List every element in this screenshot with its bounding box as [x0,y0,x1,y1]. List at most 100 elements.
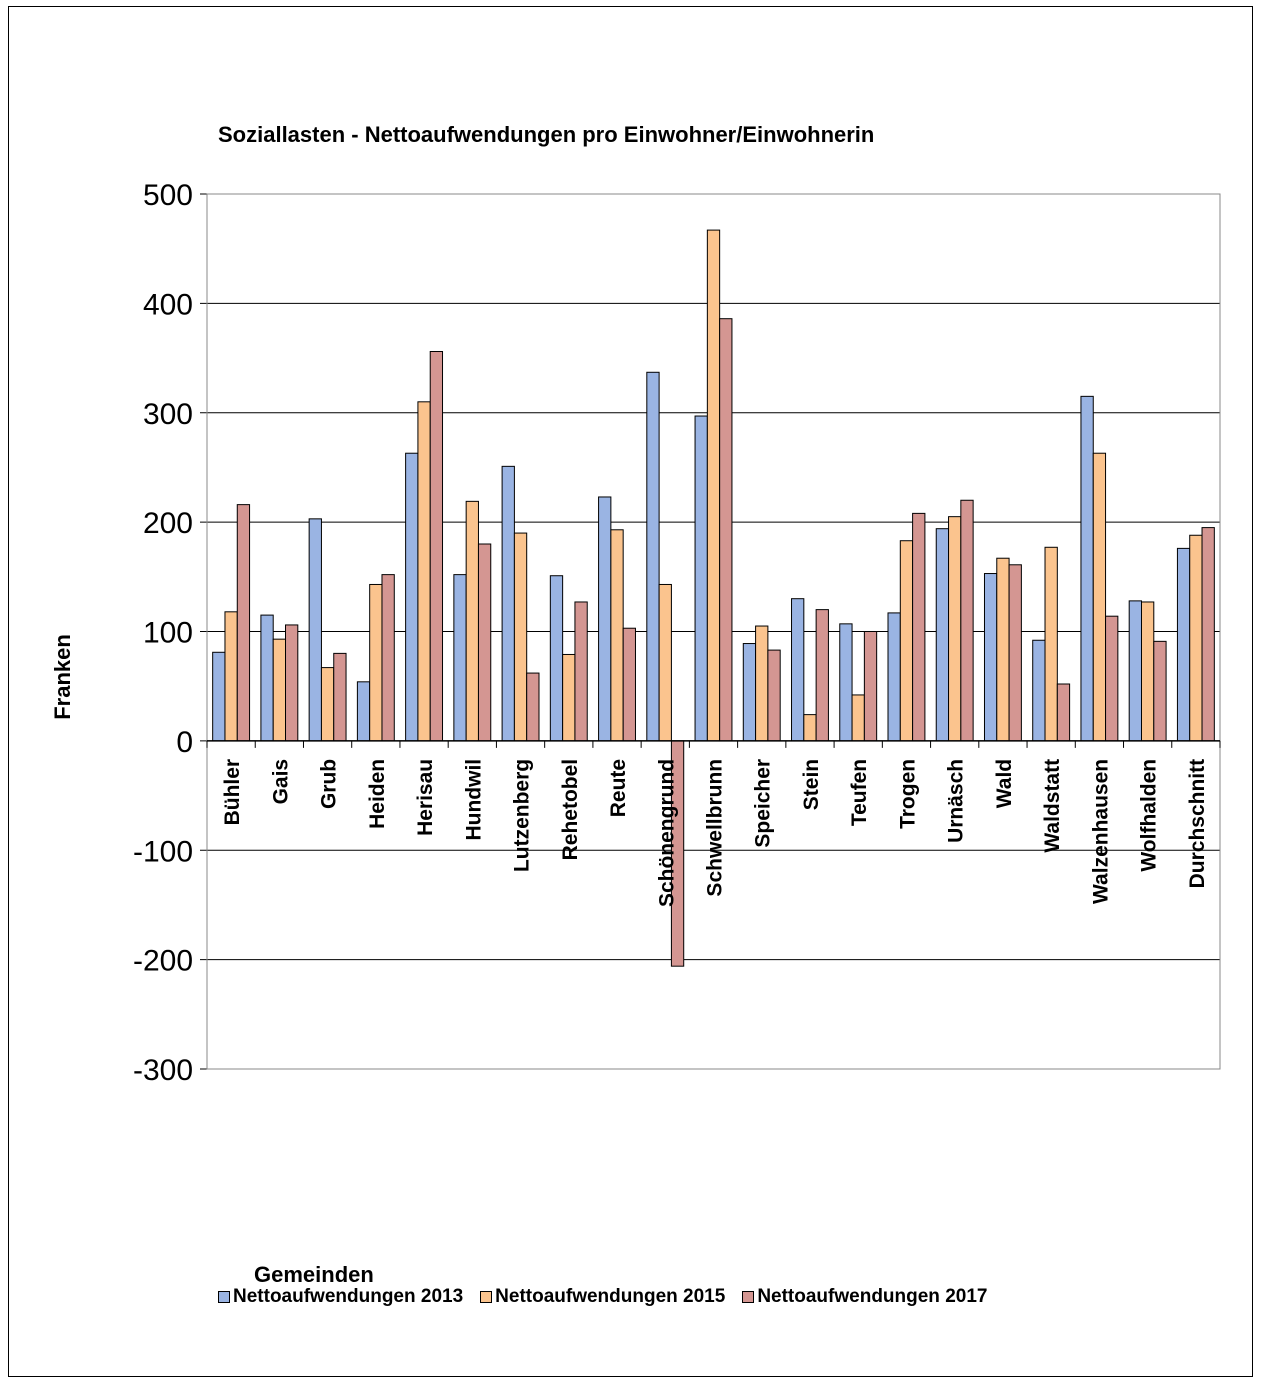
bar [1044,546,1058,742]
bar [224,611,238,742]
bar [1128,600,1142,742]
bar [767,649,781,742]
x-tick-label: Reute [607,759,630,817]
bar [912,512,926,742]
bar [405,452,419,742]
bar [1008,564,1022,742]
legend-swatch-2017 [742,1291,755,1303]
bar [598,496,612,742]
legend: Nettoaufwendungen 2013 Nettoaufwendungen… [218,1282,1004,1312]
bar [996,557,1010,742]
x-tick-label: Gais [269,759,292,805]
y-tick-label: 0 [176,726,193,759]
bar [706,229,721,742]
y-tick-label: -200 [133,945,193,978]
bar [646,371,660,742]
bar [1176,547,1191,742]
x-tick-labels: Bühler Gais Grub Heiden Herisau Hundwil Lutzen… [221,759,1209,907]
x-tick-label: Teufen [848,759,871,826]
x-tick-label: Schwellbrunn [704,759,727,897]
x-tick-label: Grub [318,759,341,809]
x-tick-label: Walzenhausen [1089,759,1112,904]
bar [851,694,865,742]
bar [356,681,371,742]
bar [562,653,576,742]
legend-label-2017: Nettoaufwendungen 2017 [757,1286,988,1307]
y-tick-label: 200 [143,507,193,540]
y-tick-label: -300 [133,1054,193,1087]
bar [465,500,479,742]
legend-swatch-2013 [218,1291,230,1303]
bar [320,667,335,742]
bar [839,623,853,742]
x-tick-label: Wolfhalden [1138,759,1161,872]
bar [863,631,878,742]
x-tick-label: Herisau [414,759,437,836]
bar [236,504,251,742]
bar [803,714,817,742]
bar [417,401,431,742]
bar [948,516,962,742]
y-tick-label: -100 [133,835,193,868]
x-tick-label: Wald [993,759,1016,808]
bar [658,583,672,742]
bar [622,627,636,742]
bar [526,672,540,742]
bar [285,624,299,742]
x-tick-label: Heiden [366,759,389,829]
bar [755,625,769,742]
bar [260,614,274,742]
x-tick-label: Stein [800,759,823,810]
bar [1201,527,1215,742]
bar [477,543,492,742]
x-tick-label: Lutzenberg [511,759,534,872]
legend-item-2015: Nettoaufwendungen 2015 [480,1286,725,1308]
bar [935,528,950,742]
bar [1105,615,1119,742]
x-tick-label: Durchschnitt [1186,759,1209,889]
x-axis-label: Gemeinden [254,1262,374,1287]
y-tick-label: 300 [143,398,193,431]
legend-label-2013: Nettoaufwendungen 2013 [233,1286,464,1307]
bar [429,351,444,742]
bar [960,499,974,742]
legend-label-2015: Nettoaufwendungen 2015 [495,1286,726,1307]
bar [1092,452,1107,742]
bar [272,638,287,742]
bar [501,465,515,742]
bar [1056,683,1071,742]
bar [333,652,347,742]
y-tick-label: 400 [143,288,193,321]
bar [887,612,901,742]
bar [610,529,624,742]
x-tick-label: Rehetobel [559,759,582,861]
legend-swatch-2015 [480,1291,493,1303]
y-tick-label: 500 [143,179,193,212]
bar [574,601,588,742]
bar [1189,534,1203,742]
x-tick-label: Waldstatt [1041,759,1064,853]
bar [212,651,226,742]
bar [381,574,395,742]
x-tick-label: Speicher [752,759,775,848]
bar [1140,601,1155,742]
bar [549,575,564,742]
bar [899,540,914,742]
bar [815,609,829,742]
x-tick-label: Schönengrund [655,759,678,907]
bar [719,318,733,742]
legend-item-2017: Nettoaufwendungen 2017 [742,1286,987,1308]
bar [1080,395,1094,742]
y-tick-labels: -300 -200 -100 0 100 200 300 400 500 [133,179,193,1087]
bar [308,518,322,742]
x-tick-label: Hundwil [462,759,485,841]
bar [791,598,805,742]
bar [983,573,998,742]
bar [1032,639,1046,742]
bar [1153,640,1167,742]
bar [694,415,708,742]
plot-area-border [206,193,1221,1070]
bar [513,532,528,742]
axes [200,193,1221,1070]
